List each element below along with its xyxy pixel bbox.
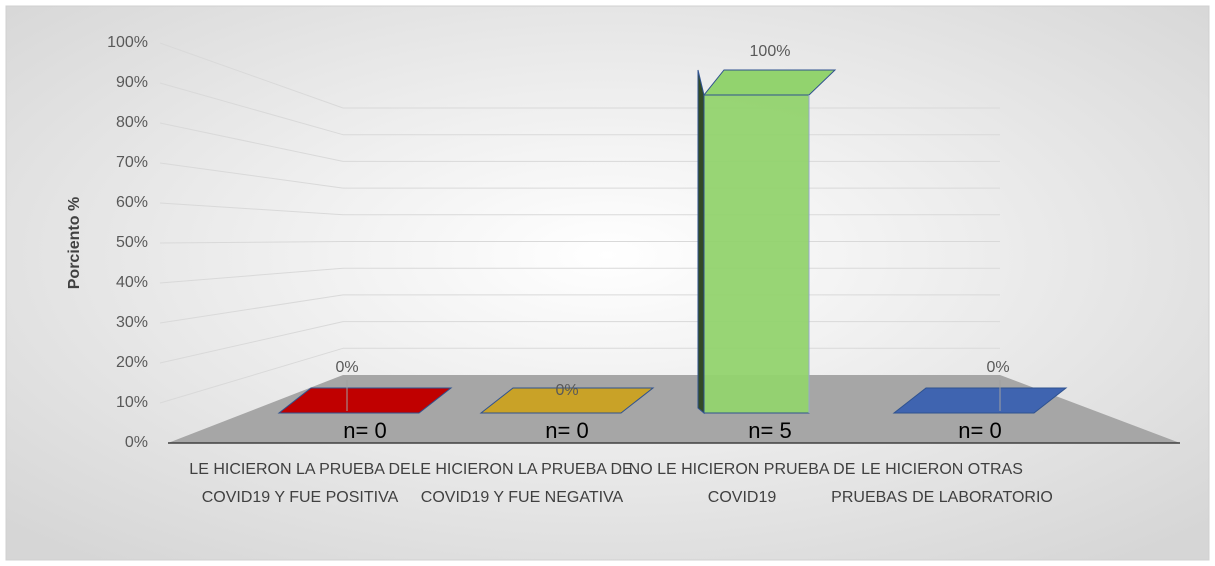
chart-background: [5, 5, 1210, 561]
bar-top: [479, 387, 655, 414]
y-tick-label: 40%: [116, 274, 148, 291]
x-tick-label: LE HICIERON OTRAS PRUEBAS DE LABORATORIO: [831, 461, 1053, 506]
y-tick-label: 90%: [116, 74, 148, 91]
bar-front: [703, 94, 810, 414]
bar-top: [702, 69, 837, 96]
y-tick-label: 50%: [116, 234, 148, 251]
data-label: 0%: [986, 359, 1009, 376]
y-tick-label: 70%: [116, 154, 148, 171]
grid-line: [159, 122, 344, 162]
y-axis-label: Porciento %: [66, 197, 83, 289]
y-tick-label: 100%: [107, 34, 148, 51]
x-tick-label: LE HICIERON LA PRUEBA DE COVID19 Y FUE P…: [189, 461, 411, 506]
grid-line: [159, 162, 344, 189]
y-tick-label: 0%: [125, 434, 148, 451]
data-label: 0%: [335, 359, 358, 376]
grid-line: [159, 347, 344, 404]
grid-line: [159, 321, 344, 364]
y-tick-label: 20%: [116, 354, 148, 371]
bar-top: [277, 387, 453, 414]
y-tick-label: 30%: [116, 314, 148, 331]
data-label: 100%: [750, 43, 791, 60]
bar-top: [892, 387, 1068, 414]
n-label: n= 0: [545, 418, 588, 443]
grid-line: [159, 42, 344, 109]
y-tick-label: 60%: [116, 194, 148, 211]
bar: [277, 387, 453, 414]
bar: [479, 387, 655, 414]
n-label: n= 5: [748, 418, 791, 443]
n-label: n= 0: [343, 418, 386, 443]
n-label: n= 0: [958, 418, 1001, 443]
bar: [892, 387, 1068, 414]
grid-line: [159, 241, 344, 244]
grid-line: [159, 294, 344, 324]
bar: [697, 69, 837, 415]
grid-line: [159, 202, 344, 216]
bar-side: [697, 69, 705, 415]
y-tick-label: 80%: [116, 114, 148, 131]
x-tick-label: NO LE HICIERON PRUEBA DE COVID19: [628, 461, 856, 506]
data-label: 0%: [555, 382, 578, 399]
grid-line: [159, 267, 344, 284]
y-tick-label: 10%: [116, 394, 148, 411]
x-tick-label: LE HICIERON LA PRUEBA DE COVID19 Y FUE N…: [411, 461, 633, 506]
grid-line: [159, 82, 344, 136]
